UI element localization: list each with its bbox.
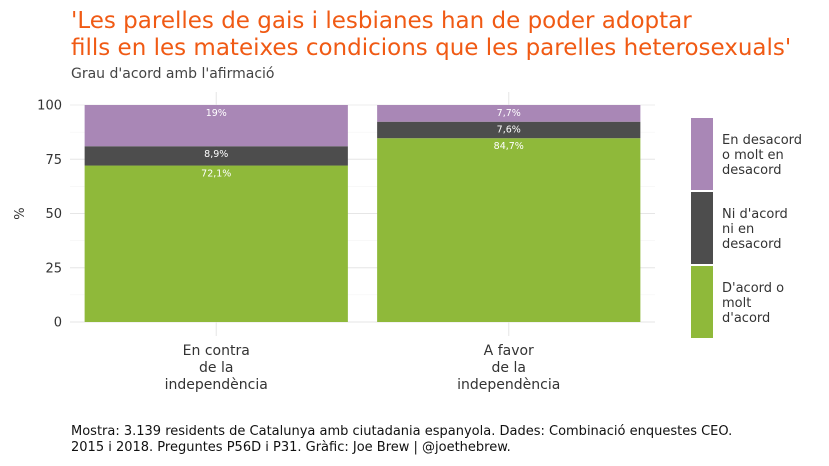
caption-line-2: 2015 i 2018. Preguntes P56D i P31. Gràfi…: [71, 440, 511, 455]
bar-segment-0-2: [84, 105, 348, 147]
data-label-0-1: 8,9%: [204, 149, 228, 160]
y-axis-label: %: [13, 207, 28, 219]
legend-label-0: desacord: [722, 163, 781, 178]
legend-key-1: [691, 192, 713, 264]
legend-label-0: En desacord: [722, 133, 802, 148]
bars: [84, 105, 641, 322]
data-labels: 72,1% 8,9% 19% 84,7% 7,6% 7,7%: [201, 108, 524, 180]
caption-line-1: Mostra: 3.139 residents de Catalunya amb…: [71, 424, 733, 439]
x-tick-label-0: independència: [165, 377, 268, 393]
data-label-0-0: 72,1%: [201, 169, 231, 180]
legend-label-0: o molt en: [722, 148, 784, 163]
data-label-0-2: 19%: [206, 108, 227, 119]
data-label-1-2: 7,7%: [497, 108, 521, 119]
chart-title: 'Les parelles de gais i lesbianes han de…: [71, 8, 811, 62]
bar-segment-0-0: [84, 165, 348, 322]
x-tick-label-1: A favor: [484, 343, 534, 359]
data-label-1-0: 84,7%: [494, 141, 524, 152]
y-tick-label: 50: [45, 207, 62, 222]
legend-key-0: [691, 118, 713, 190]
bar-segment-1-0: [377, 138, 641, 322]
x-tick-label-0: En contra: [183, 343, 250, 359]
chart-title-line-2: fills en les mateixes condicions que les…: [71, 35, 792, 61]
y-tick-label: 75: [45, 153, 62, 168]
bar-segment-1-1: [377, 121, 641, 139]
chart-caption: Mostra: 3.139 residents de Catalunya amb…: [71, 424, 732, 456]
x-tick-label-1: independència: [457, 377, 560, 393]
x-tick-label-1: de la: [492, 360, 526, 376]
legend-key-2: [691, 266, 713, 338]
legend-label-2: molt: [722, 296, 751, 311]
y-tick-label: 100: [37, 99, 62, 114]
bar-segment-1-2: [377, 105, 641, 122]
legend-label-1: Ni d'acord: [722, 207, 788, 222]
y-tick-label: 25: [45, 261, 62, 276]
bar-segment-0-1: [84, 146, 348, 166]
legend-label-2: d'acord: [722, 311, 770, 326]
legend-label-2: D'acord o: [722, 281, 784, 296]
x-tick-label-0: de la: [199, 360, 233, 376]
y-tick-label: 0: [54, 316, 62, 331]
data-label-1-1: 7,6%: [497, 125, 521, 136]
legend-label-1: ni en: [722, 222, 754, 237]
chart-title-line-1: 'Les parelles de gais i lesbianes han de…: [71, 8, 692, 34]
chart-subtitle: Grau d'acord amb l'afirmació: [71, 66, 275, 82]
legend-label-1: desacord: [722, 237, 781, 252]
